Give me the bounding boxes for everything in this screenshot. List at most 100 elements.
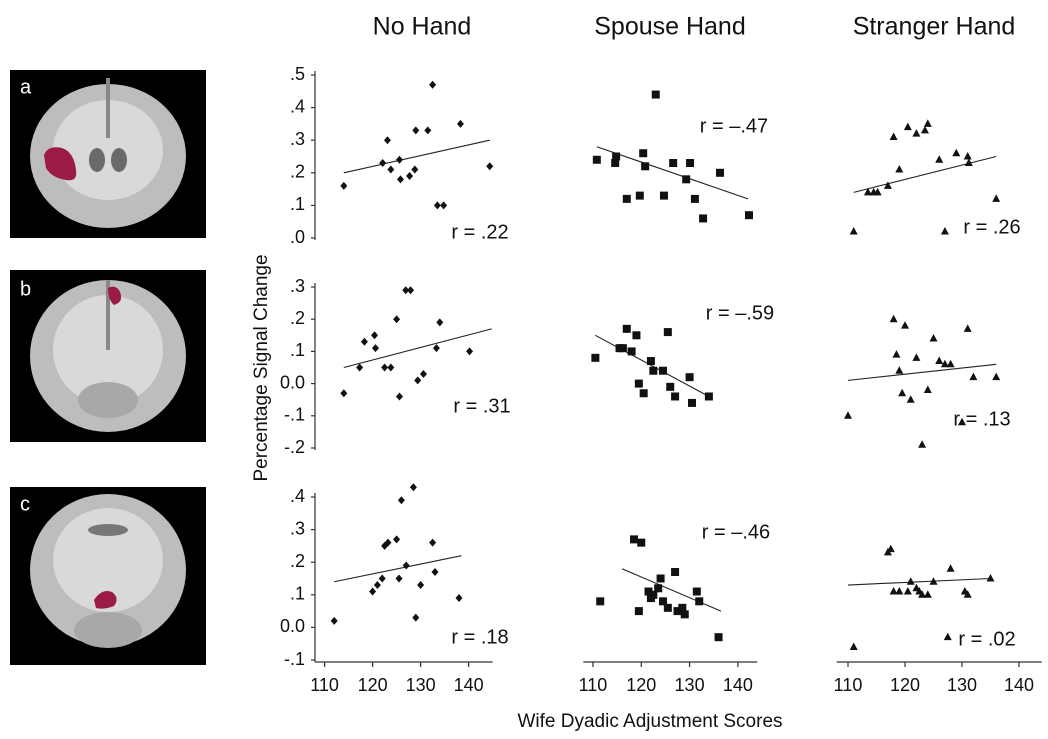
data-point [396, 156, 403, 164]
y-tick-label: 0.0 [280, 616, 305, 636]
data-point [417, 581, 424, 589]
data-point [432, 568, 439, 576]
data-point [632, 331, 640, 339]
data-point [964, 324, 972, 332]
data-point [635, 380, 643, 388]
correlation-label: r = .31 [453, 395, 510, 417]
data-point [407, 286, 414, 294]
data-point [403, 561, 410, 569]
data-point [486, 162, 493, 170]
data-point [647, 357, 655, 365]
data-point [904, 123, 912, 131]
data-point [930, 334, 938, 342]
data-point [850, 227, 858, 235]
data-point [941, 227, 949, 235]
data-point [660, 192, 668, 200]
data-point [895, 587, 903, 595]
y-axis-label: Percentage Signal Change [251, 254, 272, 481]
x-tick-label: 130 [675, 675, 705, 695]
data-point [992, 373, 1000, 381]
x-tick-label: 120 [626, 675, 656, 695]
trend-line [595, 335, 709, 396]
data-point [912, 353, 920, 361]
x-tick-label: 140 [723, 675, 753, 695]
data-point [429, 539, 436, 547]
data-point [705, 392, 713, 400]
data-point [964, 152, 972, 160]
data-point [396, 575, 403, 583]
x-tick-label: 140 [1004, 675, 1034, 695]
x-tick-label: 110 [579, 675, 608, 695]
column-title: Stranger Hand [853, 13, 1016, 41]
data-point [411, 166, 418, 174]
panel-label: c [20, 493, 30, 515]
x-tick-label: 130 [947, 675, 977, 695]
y-tick-label: .4 [290, 486, 305, 506]
data-point [429, 81, 436, 89]
data-point [884, 181, 892, 189]
correlation-label: r = .26 [963, 216, 1020, 238]
scatter-panel: Percentage Signal Change.3.2.10.0-.1-.2r… [251, 254, 511, 481]
figure: a b c No Hand.5.4.3.2.1.0r = .22Spouse H… [0, 0, 1048, 739]
data-point [745, 211, 753, 219]
data-point [456, 594, 463, 602]
data-point [331, 617, 338, 625]
data-point [406, 172, 413, 180]
data-point [372, 344, 379, 352]
data-point [715, 633, 723, 641]
data-point [440, 201, 447, 209]
data-point [591, 354, 599, 362]
data-point [639, 149, 647, 157]
data-point [410, 483, 417, 491]
data-point [952, 149, 960, 157]
data-point [947, 564, 955, 572]
data-point [637, 539, 645, 547]
data-point [693, 588, 701, 596]
data-point [371, 331, 378, 339]
data-point [369, 588, 376, 596]
data-point [699, 214, 707, 222]
brain-panel-b: b [10, 270, 206, 442]
data-point [691, 195, 699, 203]
data-point [652, 91, 660, 99]
data-point [340, 389, 347, 397]
panel-label: b [20, 278, 31, 300]
data-point [379, 575, 386, 583]
data-point [890, 315, 898, 323]
x-tick-label: 120 [890, 675, 920, 695]
data-point [657, 575, 665, 583]
y-tick-label: -.1 [284, 405, 305, 425]
data-point [433, 344, 440, 352]
y-tick-label: .3 [290, 276, 305, 296]
data-point [688, 399, 696, 407]
correlation-label: r = .13 [953, 408, 1010, 430]
trend-line [854, 157, 997, 193]
data-point [398, 496, 405, 504]
data-point [356, 364, 363, 372]
data-point [612, 153, 620, 161]
data-point [912, 129, 920, 137]
data-point [424, 126, 431, 134]
data-point [987, 574, 995, 582]
data-point [636, 192, 644, 200]
data-point [619, 344, 627, 352]
data-point [907, 577, 915, 585]
data-point [384, 136, 391, 144]
data-point [381, 364, 388, 372]
y-tick-label: .0 [290, 227, 305, 247]
data-point [935, 155, 943, 163]
column-title: Spouse Hand [594, 13, 746, 41]
data-point [593, 156, 601, 164]
data-point [844, 411, 852, 419]
data-point [935, 357, 943, 365]
x-tick-label: 120 [358, 675, 388, 695]
data-point [898, 389, 906, 397]
data-point [466, 347, 473, 355]
data-point [895, 165, 903, 173]
data-point [669, 159, 677, 167]
data-point [436, 318, 443, 326]
y-tick-label: .1 [290, 584, 305, 604]
data-point [640, 389, 648, 397]
y-tick-label: -.1 [284, 649, 305, 669]
